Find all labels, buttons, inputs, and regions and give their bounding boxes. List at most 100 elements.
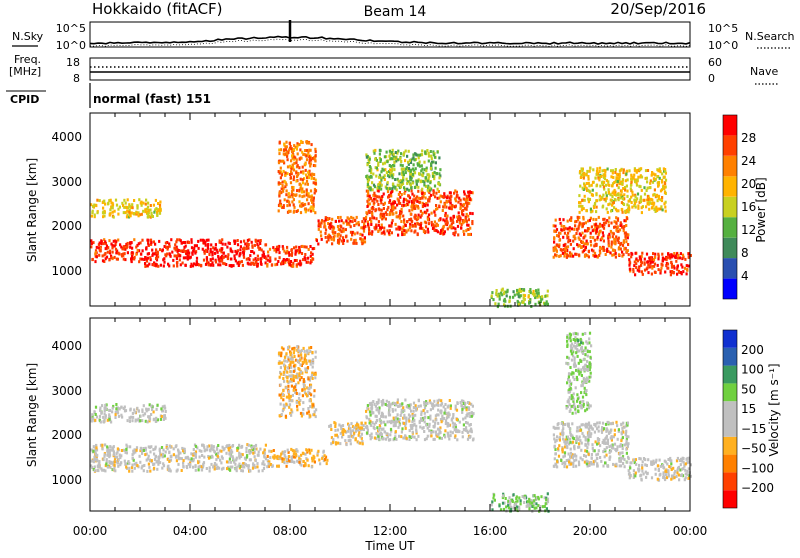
velocity-echo-cell (429, 401, 431, 404)
power-echo-cell (162, 248, 164, 251)
power-echo-cell (252, 246, 254, 249)
power-echo-cell (144, 262, 146, 265)
power-echo-cell (427, 231, 429, 234)
power-echo-cell (115, 248, 117, 251)
power-echo-cell (425, 221, 427, 224)
velocity-echo-cell (427, 435, 429, 438)
power-echo-cell (308, 149, 310, 152)
power-echo-cell (617, 225, 619, 228)
power-echo-cell (627, 236, 629, 239)
velocity-echo-cell (182, 462, 184, 465)
velocity-echo-cell (159, 448, 161, 451)
velocity-echo-cell (156, 408, 158, 411)
power-echo-cell (94, 214, 96, 217)
power-echo-cell (597, 236, 599, 239)
power-echo-cell (308, 248, 310, 251)
velocity-echo-cell (298, 374, 300, 377)
power-echo-cell (522, 301, 524, 304)
power-echo-cell (556, 234, 558, 237)
power-echo-cell (426, 149, 428, 152)
power-echo-cell (498, 303, 500, 306)
power-echo-cell (320, 234, 322, 237)
power-echo-cell (163, 261, 165, 264)
power-echo-cell (423, 184, 425, 187)
velocity-echo-cell (452, 413, 454, 416)
velocity-echo-cell (262, 460, 264, 463)
power-echo-cell (513, 290, 515, 293)
power-echo-cell (138, 260, 140, 263)
power-echo-cell (356, 216, 358, 219)
velocity-echo-cell (454, 434, 456, 437)
power-echo-cell (305, 169, 307, 172)
velocity-echo-cell (217, 444, 219, 447)
power-echo-cell (421, 197, 423, 200)
power-echo-cell (641, 189, 643, 192)
velocity-echo-cell (401, 431, 403, 434)
power-echo-cell (294, 259, 296, 262)
power-echo-cell (102, 215, 104, 218)
velocity-echo-cell (313, 413, 315, 416)
velocity-echo-cell (398, 435, 400, 438)
power-echo-cell (395, 223, 397, 226)
velocity-echo-cell (361, 427, 363, 430)
velocity-echo-cell (285, 352, 287, 355)
power-echo-cell (283, 143, 285, 146)
power-echo-cell (433, 224, 435, 227)
power-echo-cell (644, 263, 646, 266)
power-echo-cell (597, 225, 599, 228)
power-echo-cell (603, 240, 605, 243)
power-echo-cell (90, 239, 92, 242)
velocity-echo-cell (268, 450, 270, 453)
power-echo-cell (253, 258, 255, 261)
power-echo-cell (335, 220, 337, 223)
power-echo-cell (590, 236, 592, 239)
power-echo-cell (350, 238, 352, 241)
power-echo-cell (518, 289, 520, 292)
velocity-echo-cell (189, 465, 191, 468)
velocity-echo-cell (298, 461, 300, 464)
power-echo-cell (656, 175, 658, 178)
power-echo-cell (203, 259, 205, 262)
velocity-echo-cell (342, 424, 344, 427)
power-echo-cell (257, 239, 259, 242)
velocity-echo-cell (321, 457, 323, 460)
power-echo-cell (133, 199, 135, 202)
power-echo-cell (247, 239, 249, 242)
power-echo-cell (430, 194, 432, 197)
velocity-echo-cell (304, 356, 306, 359)
velocity-echo-cell (259, 448, 261, 451)
velocity-echo-cell (410, 410, 412, 413)
velocity-echo-cell (92, 450, 94, 453)
power-echo-cell (147, 253, 149, 256)
power-echo-cell (237, 239, 239, 242)
power-echo-cell (169, 245, 171, 248)
power-echo-cell (401, 180, 403, 183)
power-echo-cell (495, 292, 497, 295)
power-echo-cell (387, 181, 389, 184)
power-echo-cell (614, 193, 616, 196)
power-echo-cell (442, 218, 444, 221)
power-echo-cell (639, 185, 641, 188)
velocity-echo-cell (280, 383, 282, 386)
power-echo-cell (647, 198, 649, 201)
power-echo-cell (403, 168, 405, 171)
power-echo-cell (602, 206, 604, 209)
velocity-echo-cell (294, 385, 296, 388)
power-echo-cell (102, 211, 104, 214)
velocity-echo-cell (264, 448, 266, 451)
power-echo-cell (417, 207, 419, 210)
velocity-echo-cell (160, 407, 162, 410)
power-echo-cell (151, 254, 153, 257)
power-echo-cell (289, 204, 291, 207)
velocity-echo-cell (450, 431, 452, 434)
velocity-echo-cell (147, 420, 149, 423)
power-echo-cell (96, 246, 98, 249)
power-echo-cell (137, 249, 139, 252)
power-echo-cell (428, 213, 430, 216)
velocity-echo-cell (105, 414, 107, 417)
velocity-echo-cell (191, 457, 193, 460)
velocity-echo-cell (114, 416, 116, 419)
velocity-echo-cell (225, 452, 227, 455)
velocity-echo-cell (379, 418, 381, 421)
power-echo-cell (255, 240, 257, 243)
